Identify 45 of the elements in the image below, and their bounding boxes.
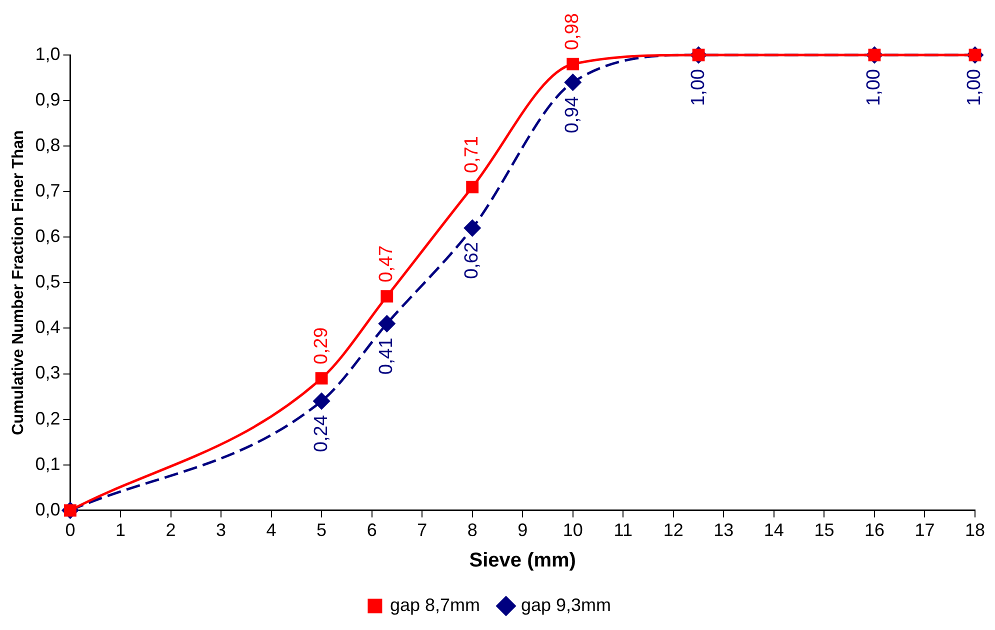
x-axis-title: Sieve (mm) xyxy=(469,550,576,572)
y-tick-label: 1,0 xyxy=(35,44,60,64)
x-tick-label: 0 xyxy=(65,520,76,540)
x-tick-label: 14 xyxy=(764,520,784,540)
x-tick-label: 12 xyxy=(663,520,684,540)
data-label: 0,71 xyxy=(462,136,483,174)
y-tick-label: 0,9 xyxy=(35,90,60,110)
y-tick-label: 0,2 xyxy=(35,408,60,428)
x-tick-label: 3 xyxy=(216,520,226,540)
data-label: 0,98 xyxy=(562,13,584,50)
x-tick-label: 18 xyxy=(964,520,986,540)
y-tick-label: 0,7 xyxy=(35,180,60,201)
x-tick-label: 9 xyxy=(518,520,528,540)
data-label: 1,00 xyxy=(688,69,709,106)
x-tick-label: 15 xyxy=(814,520,834,540)
y-tick-label: 0,3 xyxy=(35,362,60,383)
x-tick-label: 16 xyxy=(864,520,884,540)
y-tick-label: 0,4 xyxy=(35,317,60,338)
y-tick-label: 0,1 xyxy=(35,454,60,474)
x-tick-label: 4 xyxy=(266,520,276,540)
data-label: 1,00 xyxy=(864,69,885,106)
x-tick-label: 5 xyxy=(316,520,327,540)
x-tick-label: 17 xyxy=(914,520,935,540)
data-label: 0,24 xyxy=(310,414,332,452)
y-tick-label: 0,8 xyxy=(35,135,60,156)
x-tick-label: 11 xyxy=(614,520,632,540)
x-tick-label: 6 xyxy=(366,520,377,540)
data-label: 0,94 xyxy=(562,96,584,134)
x-tick-label: 8 xyxy=(467,520,478,540)
x-tick-label: 1 xyxy=(115,520,126,540)
data-label: 0,29 xyxy=(310,327,332,364)
y-tick-label: 0,6 xyxy=(35,226,60,246)
legend-label: gap 9,3mm xyxy=(521,594,612,615)
x-tick-label: 10 xyxy=(562,520,583,540)
y-tick-label: 0,0 xyxy=(35,499,60,520)
y-tick-label: 0,5 xyxy=(35,272,60,292)
data-label: 0,62 xyxy=(462,242,483,280)
x-tick-label: 7 xyxy=(417,520,428,540)
data-label: 0,47 xyxy=(376,245,398,282)
legend-label: gap 8,7mm xyxy=(390,594,480,615)
data-label: 1,00 xyxy=(964,69,986,106)
data-label: 0,41 xyxy=(376,338,398,375)
x-tick-label: 2 xyxy=(166,520,176,540)
y-axis-title: Cumulative Number Fraction Finer Than xyxy=(10,130,28,436)
x-tick-label: 13 xyxy=(714,520,734,540)
